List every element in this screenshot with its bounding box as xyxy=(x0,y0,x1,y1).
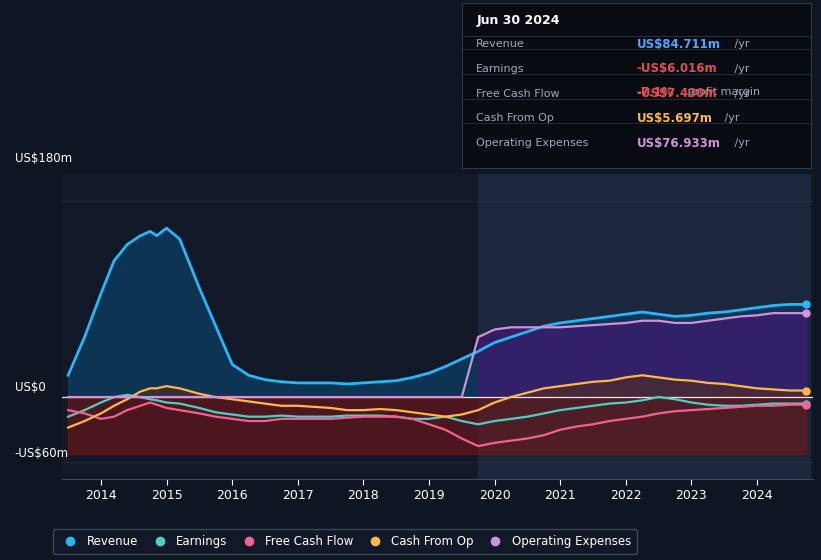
Text: US$84.711m: US$84.711m xyxy=(637,38,721,50)
Text: Earnings: Earnings xyxy=(476,64,525,74)
Text: US$0: US$0 xyxy=(15,381,45,394)
Text: Operating Expenses: Operating Expenses xyxy=(476,138,589,148)
Text: Revenue: Revenue xyxy=(476,39,525,49)
Legend: Revenue, Earnings, Free Cash Flow, Cash From Op, Operating Expenses: Revenue, Earnings, Free Cash Flow, Cash … xyxy=(53,529,637,554)
Text: Jun 30 2024: Jun 30 2024 xyxy=(476,15,560,27)
Text: -US$60m: -US$60m xyxy=(15,447,69,460)
Text: US$76.933m: US$76.933m xyxy=(637,137,721,150)
Text: Cash From Op: Cash From Op xyxy=(476,114,554,123)
Text: US$180m: US$180m xyxy=(15,152,72,165)
Bar xyxy=(478,174,810,479)
Text: US$5.697m: US$5.697m xyxy=(637,112,713,125)
Text: /yr: /yr xyxy=(722,114,740,123)
Text: -US$6.016m: -US$6.016m xyxy=(637,62,718,76)
Text: /yr: /yr xyxy=(731,39,750,49)
Text: /yr: /yr xyxy=(731,64,750,74)
Text: /yr: /yr xyxy=(731,88,750,99)
Text: profit margin: profit margin xyxy=(684,87,760,97)
Text: /yr: /yr xyxy=(731,138,750,148)
Text: -7.1%: -7.1% xyxy=(637,86,674,99)
Text: Free Cash Flow: Free Cash Flow xyxy=(476,88,560,99)
Text: -US$7.430m: -US$7.430m xyxy=(637,87,718,100)
